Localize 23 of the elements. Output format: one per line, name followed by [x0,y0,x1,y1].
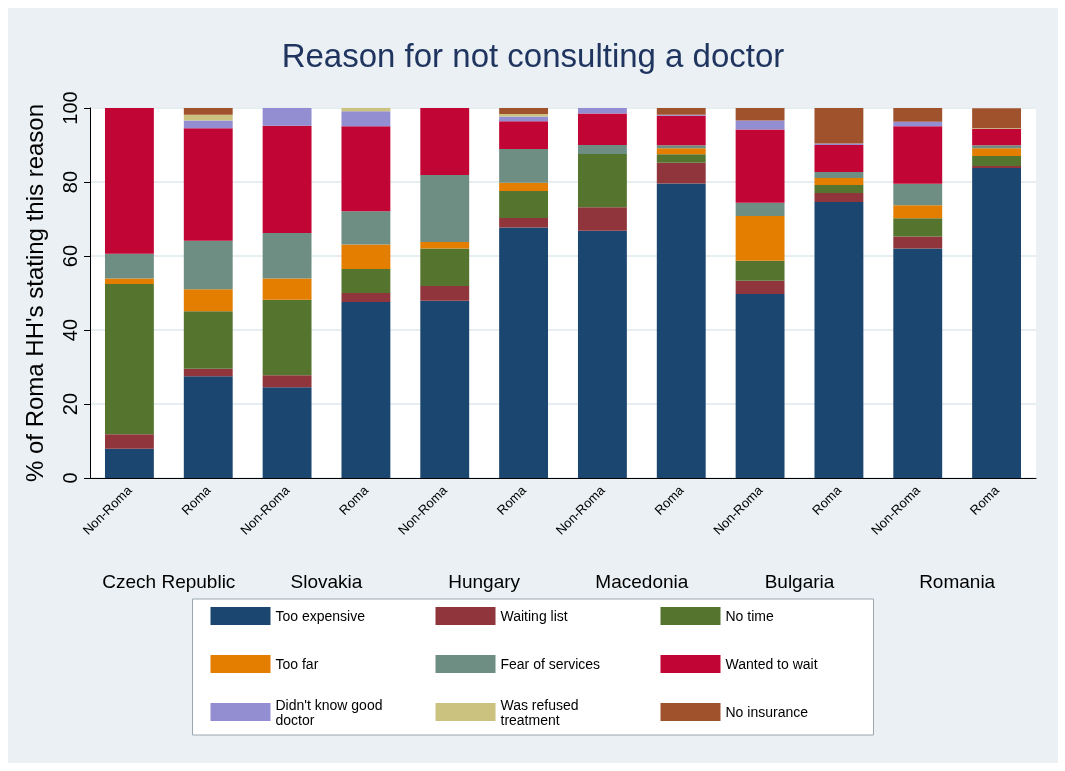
legend-label: Wanted to wait [725,656,818,672]
legend-label: Waiting list [500,608,568,624]
legend-label: Was refused treatment [500,696,583,728]
y-tick-label: 100 [59,91,81,125]
legend-label: Didn't know good doctor [275,696,387,728]
legend-label: Too expensive [275,608,366,624]
y-tick-label: 40 [59,318,81,342]
text: Slovakia [290,570,363,592]
y-tick-label: 80 [59,170,81,194]
text: Hungary [448,570,521,592]
legend-label: Too far [275,656,319,672]
text: Bulgaria [764,570,835,592]
text: Czech Republic [102,570,236,592]
y-tick-label: 60 [59,244,81,268]
y-tick-label: 0 [59,472,81,484]
legend-label: Fear of services [500,656,601,672]
y-tick-label: 20 [59,392,81,416]
chart-title: Reason for not consulting a doctor [281,37,785,74]
legend-label: No time [725,608,774,624]
text: Macedonia [595,570,689,592]
legend-label: No insurance [725,704,809,720]
y-axis-title: % of Roma HH's stating this reason [20,103,48,483]
text: Romania [919,570,996,592]
